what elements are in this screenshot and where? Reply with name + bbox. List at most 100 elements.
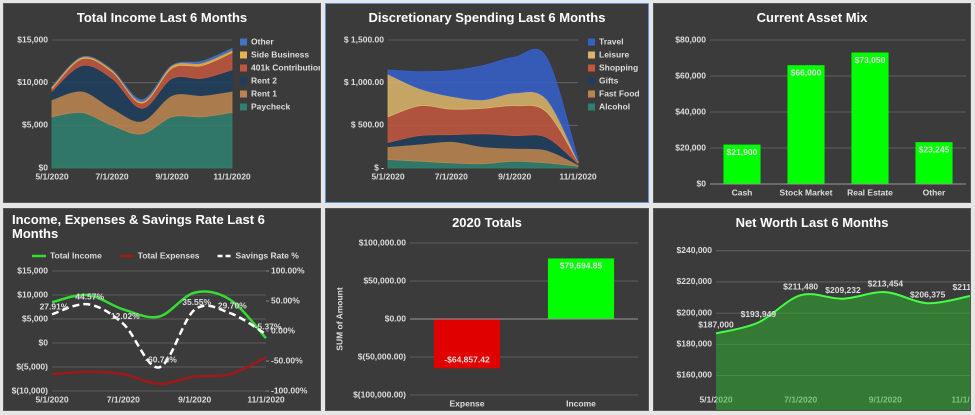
y-tick-label: $0 (39, 162, 49, 172)
data-label: 35.55% (182, 297, 211, 307)
legend-label: Fast Food (599, 88, 640, 98)
y-tick-label: $0.00 (385, 313, 407, 323)
y-tick-label: $ - (374, 162, 384, 172)
line (51, 356, 267, 386)
y-tick-label: $40,000 (675, 106, 706, 116)
x-tick-label: Income (566, 398, 596, 408)
x-tick-label: 11/1/2020 (213, 171, 251, 181)
area (51, 47, 233, 102)
x-tick-label: Other (923, 187, 946, 197)
area (387, 48, 579, 162)
data-label: $213,454 (868, 278, 904, 288)
y-tick-label: $5,000 (22, 120, 48, 130)
x-tick-label: 7/1/2020 (95, 171, 128, 181)
chart: $(10,000) $(5,000) $0 $5,000 $10,000 $15,000 -… (12, 250, 308, 404)
x-tick-label: Expense (450, 398, 485, 408)
chart: $160,000 $180,000 $200,000 $220,000 $240,000… (677, 245, 970, 410)
chart: $0 $20,000 $40,000 $60,000 $80,000 Cash Stock … (675, 34, 966, 197)
y-tick-label: $220,000 (677, 276, 713, 286)
legend-label: Total Expenses (138, 250, 200, 260)
legend-label: Savings Rate % (236, 250, 300, 260)
panel: Discretionary Spending Last 6 Months $ - $… (325, 3, 649, 203)
legend-swatch (240, 64, 247, 72)
line (51, 302, 267, 369)
data-label: $211,480 (783, 281, 818, 291)
legend-swatch (240, 51, 247, 59)
y-tick-label: $180,000 (677, 339, 713, 349)
chart-title: 2020 Totals (452, 215, 522, 230)
legend-swatch (240, 38, 247, 46)
x-tick-label: 7/1/2020 (435, 171, 468, 181)
y-tick-label: $(10,000) (12, 385, 49, 395)
y2-tick-label: -50.00% (271, 355, 303, 365)
panel: 2020 Totals $(100,000.00) $(50,000.00) $0.0… (325, 208, 649, 411)
y2-tick-label: 0.00% (271, 325, 296, 335)
legend-swatch (588, 90, 595, 98)
y-tick-label: $240,000 (677, 245, 713, 255)
legend-swatch (588, 64, 595, 72)
legend-label: Travel (599, 36, 624, 46)
data-label: -$64,857.42 (444, 355, 490, 365)
bar (787, 65, 825, 184)
chart-title: Total Income Last 6 Months (76, 10, 248, 25)
data-label: 29.70% (218, 300, 247, 310)
legend-swatch (588, 103, 595, 111)
x-tick-label: Cash (732, 187, 753, 197)
x-tick-label: 11/1/2020 (247, 394, 285, 404)
y-tick-label: $100,000.00 (359, 237, 407, 247)
panel: Current Asset Mix $0 $20,000 $40,000 $60,000… (653, 3, 971, 203)
legend-label: Paycheck (251, 101, 290, 111)
y-tick-label: $200,000 (677, 307, 713, 317)
y-tick-label: $0 (39, 337, 49, 347)
data-label: $73,050 (855, 55, 886, 65)
chart-title: Net Worth Last 6 Months (735, 215, 889, 230)
chart-title: Discretionary Spending Last 6 Months (368, 10, 606, 25)
y-tick-label: $60,000 (675, 70, 706, 80)
legend-label: Rent 2 (251, 75, 277, 85)
chart: $0 $5,000 $10,000 $15,000 5/1/2020 7/1/2020 9/… (17, 34, 321, 181)
legend-swatch (588, 77, 595, 85)
x-tick-label: Stock Market (780, 187, 833, 197)
panel: Total Income Last 6 Months $0 $5,000 $10,00… (3, 3, 321, 203)
y2-tick-label: -100.00% (271, 385, 308, 395)
x-tick-label: Real Estate (847, 187, 893, 197)
y-tick-label: $20,000 (675, 142, 706, 152)
data-label: $66,000 (791, 67, 822, 77)
panel: Income, Expenses & Savings Rate Last 6 M… (3, 208, 321, 411)
bar (433, 319, 501, 369)
legend-label: Alcohol (599, 101, 630, 111)
x-tick-label: 11/1/2020 (559, 171, 597, 181)
chart-title: Current Asset Mix (756, 10, 868, 25)
y2-tick-label: 100.00% (271, 265, 305, 275)
legend-swatch (240, 77, 247, 85)
y-tick-label: $ 1,500.00 (344, 34, 384, 44)
bar (851, 52, 889, 185)
legend-label: Side Business (251, 49, 309, 59)
y-tick-label: $0 (697, 178, 707, 188)
chart-title: Income, Expenses & Savings Rate Last 6 M… (12, 212, 265, 241)
y-tick-label: $(50,000.00) (358, 351, 406, 361)
y-tick-label: $10,000 (17, 289, 48, 299)
bar (915, 142, 953, 184)
legend-label: Leisure (599, 49, 630, 59)
legend-label: Rent 1 (251, 88, 277, 98)
bar (723, 144, 761, 184)
y-tick-label: $(5,000) (16, 361, 48, 371)
y-tick-label: $(100,000.00) (353, 389, 406, 399)
legend-label: 401k Contribution (251, 62, 321, 72)
data-label: $206,375 (910, 289, 946, 299)
x-tick-label: 5/1/2020 (35, 171, 68, 181)
legend-swatch (588, 38, 595, 46)
line (715, 291, 970, 335)
y-tick-label: $ 500.00 (351, 120, 384, 130)
data-label: 27.91% (40, 302, 69, 312)
data-label: $79,694.85 (560, 261, 603, 271)
data-label: 44.57% (75, 292, 104, 302)
legend-label: Shopping (599, 62, 638, 72)
line (51, 290, 267, 340)
data-label: $23,245 (919, 144, 950, 154)
y-tick-label: $10,000 (17, 77, 48, 87)
data-label: $209,232 (825, 285, 861, 295)
area (716, 292, 970, 410)
